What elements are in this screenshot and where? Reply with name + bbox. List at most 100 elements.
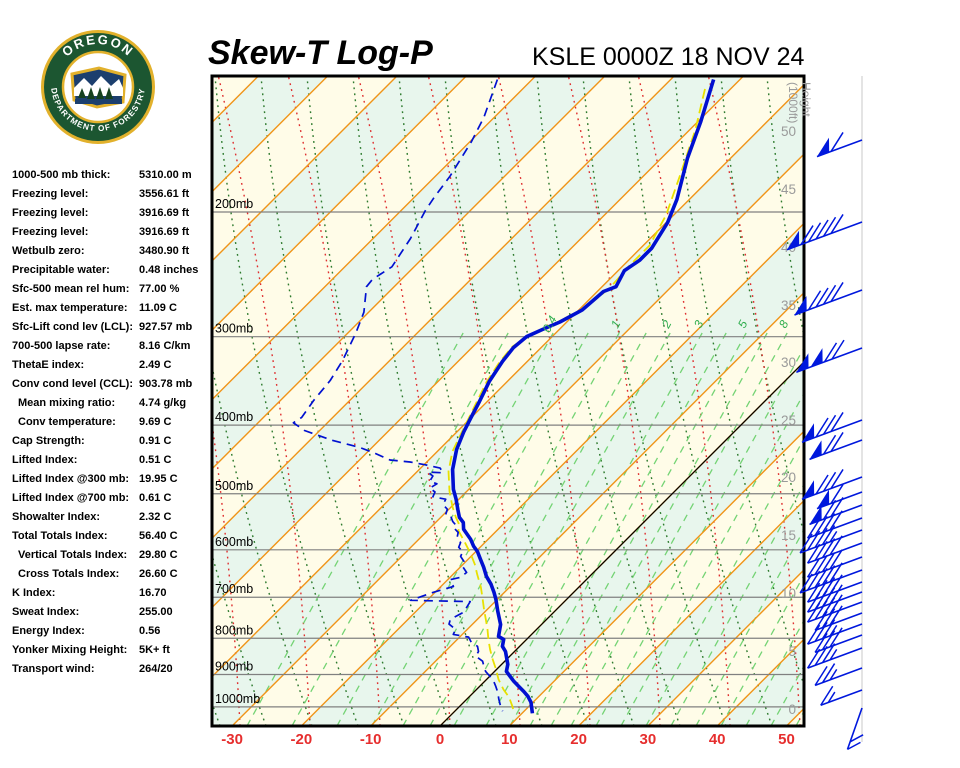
wind-barb <box>786 214 863 251</box>
zero-isotherm-line <box>439 361 804 726</box>
pressure-label: 900mb <box>215 660 253 674</box>
dry-adiabat-line <box>212 552 267 726</box>
height-label: 35 <box>781 298 796 313</box>
mixing-ratio-line <box>620 391 804 726</box>
index-row: Freezing level: 3556.61 ft <box>12 188 210 203</box>
index-label: Showalter Index: <box>12 511 101 523</box>
dry-adiabat-line <box>214 76 359 726</box>
height-label: 20 <box>781 470 796 485</box>
index-label: Lifted Index @700 mb: <box>12 492 130 504</box>
index-row: K Index: 16.70 <box>12 587 210 602</box>
moist-adiabat-line <box>707 76 801 726</box>
index-row: ThetaE index: 2.49 C <box>12 359 210 374</box>
dry-adiabat-line <box>720 76 804 537</box>
index-label: Freezing level: <box>12 207 89 219</box>
isotherm-line <box>212 76 537 401</box>
temp-axis-label: 20 <box>570 731 587 748</box>
index-value: 16.70 <box>139 587 167 599</box>
mixing-ratio-line <box>795 710 804 726</box>
index-row: Cap Strength: 0.91 C <box>12 435 210 450</box>
index-row: 1000-500 mb thick: 5310.00 m <box>12 169 210 184</box>
mixing-ratio-line <box>429 332 647 726</box>
index-row: Wetbulb zero: 3480.90 ft <box>12 245 210 260</box>
wind-barb <box>814 627 863 654</box>
index-label: ThetaE index: <box>12 359 85 371</box>
temp-axis-label: -10 <box>360 731 382 748</box>
wind-barb <box>806 549 863 578</box>
index-row: Sfc-Lift cond lev (LCL): 927.57 mb <box>12 321 210 336</box>
isotherm-line <box>212 76 467 332</box>
index-label: Total Totals Index: <box>12 530 108 542</box>
height-label: 30 <box>781 355 796 370</box>
index-row: Cross Totals Index: 26.60 C <box>18 568 216 583</box>
temp-axis-label: 10 <box>501 731 518 748</box>
dry-adiabat-line <box>490 76 635 726</box>
pressure-label: 500mb <box>215 479 253 493</box>
wetbulb-trace <box>447 88 706 712</box>
index-row: Total Totals Index: 56.40 C <box>12 530 210 545</box>
index-value: 56.40 C <box>139 530 178 542</box>
dry-adiabat-line <box>352 76 497 726</box>
index-row: Precipitable water: 0.48 inches <box>12 264 210 279</box>
moist-adiabat-line <box>637 76 731 726</box>
index-value: 3480.90 ft <box>139 245 190 257</box>
index-label: Lifted Index: <box>12 454 78 466</box>
index-value: 0.48 inches <box>139 264 199 276</box>
isotherm-line <box>212 76 675 540</box>
isotherm-line <box>370 291 804 726</box>
index-value: 0.56 <box>139 625 161 637</box>
isotherm-band <box>212 84 804 726</box>
mixing-ratio-line <box>291 332 509 726</box>
wind-barb <box>809 432 863 461</box>
mixing-ratio-line <box>529 332 747 726</box>
index-value: 0.61 C <box>139 492 172 504</box>
isotherm-line <box>231 153 804 726</box>
mixing-ratio-line <box>509 332 727 726</box>
index-value: 3916.69 ft <box>139 226 190 238</box>
logo-oregon-scene <box>70 66 127 109</box>
dry-adiabat-line <box>766 76 804 341</box>
index-label: Cross Totals Index: <box>18 568 120 580</box>
mixing-ratio-line <box>570 332 788 726</box>
mixing-ratio-line <box>670 482 804 726</box>
dry-adiabat-line <box>536 76 681 726</box>
page-title: Skew-T Log-P <box>208 34 433 72</box>
isotherm-line <box>212 83 804 678</box>
index-row: Transport wind: 264/20 <box>12 663 210 678</box>
index-value: 11.09 C <box>139 302 177 314</box>
dry-adiabat-line <box>212 700 221 726</box>
temp-axis-label: -20 <box>291 731 313 748</box>
dry-adiabat-line <box>582 76 727 726</box>
height-label: 25 <box>781 413 796 428</box>
height-axis-title: Height <box>799 82 813 117</box>
index-row: Lifted Index: 0.51 C <box>12 454 210 469</box>
index-value: 927.57 mb <box>139 321 193 333</box>
index-label: Yonker Mixing Height: <box>12 644 128 656</box>
moist-adiabat-line <box>497 76 591 726</box>
dry-adiabat-line <box>306 76 451 726</box>
wind-barb <box>796 339 863 374</box>
index-label: Sfc-500 mean rel hum: <box>12 283 130 295</box>
height-label: 5 <box>788 644 796 659</box>
index-value: 0.51 C <box>139 454 172 466</box>
wind-barb <box>820 685 863 707</box>
isotherm-line <box>0 76 189 726</box>
dry-adiabat-line <box>674 76 804 688</box>
wind-barb <box>816 484 863 510</box>
index-label: Precipitable water: <box>12 264 110 276</box>
isotherm-line <box>212 76 329 193</box>
wind-barb <box>794 282 863 316</box>
index-row: Energy Index: 0.56 <box>12 625 210 640</box>
pressure-label: 300mb <box>215 322 253 336</box>
temperature-trace <box>450 78 716 714</box>
index-row: Showalter Index: 2.32 C <box>12 511 210 526</box>
index-label: Vertical Totals Index: <box>18 549 128 561</box>
mixing-ratio-line <box>402 332 620 726</box>
height-label: 45 <box>781 182 796 197</box>
index-label: Wetbulb zero: <box>12 245 85 257</box>
index-value: 3556.61 ft <box>139 188 190 200</box>
index-value: 5310.00 m <box>139 169 192 181</box>
index-value: 4.74 g/kg <box>139 397 187 409</box>
wind-barb <box>801 469 863 500</box>
